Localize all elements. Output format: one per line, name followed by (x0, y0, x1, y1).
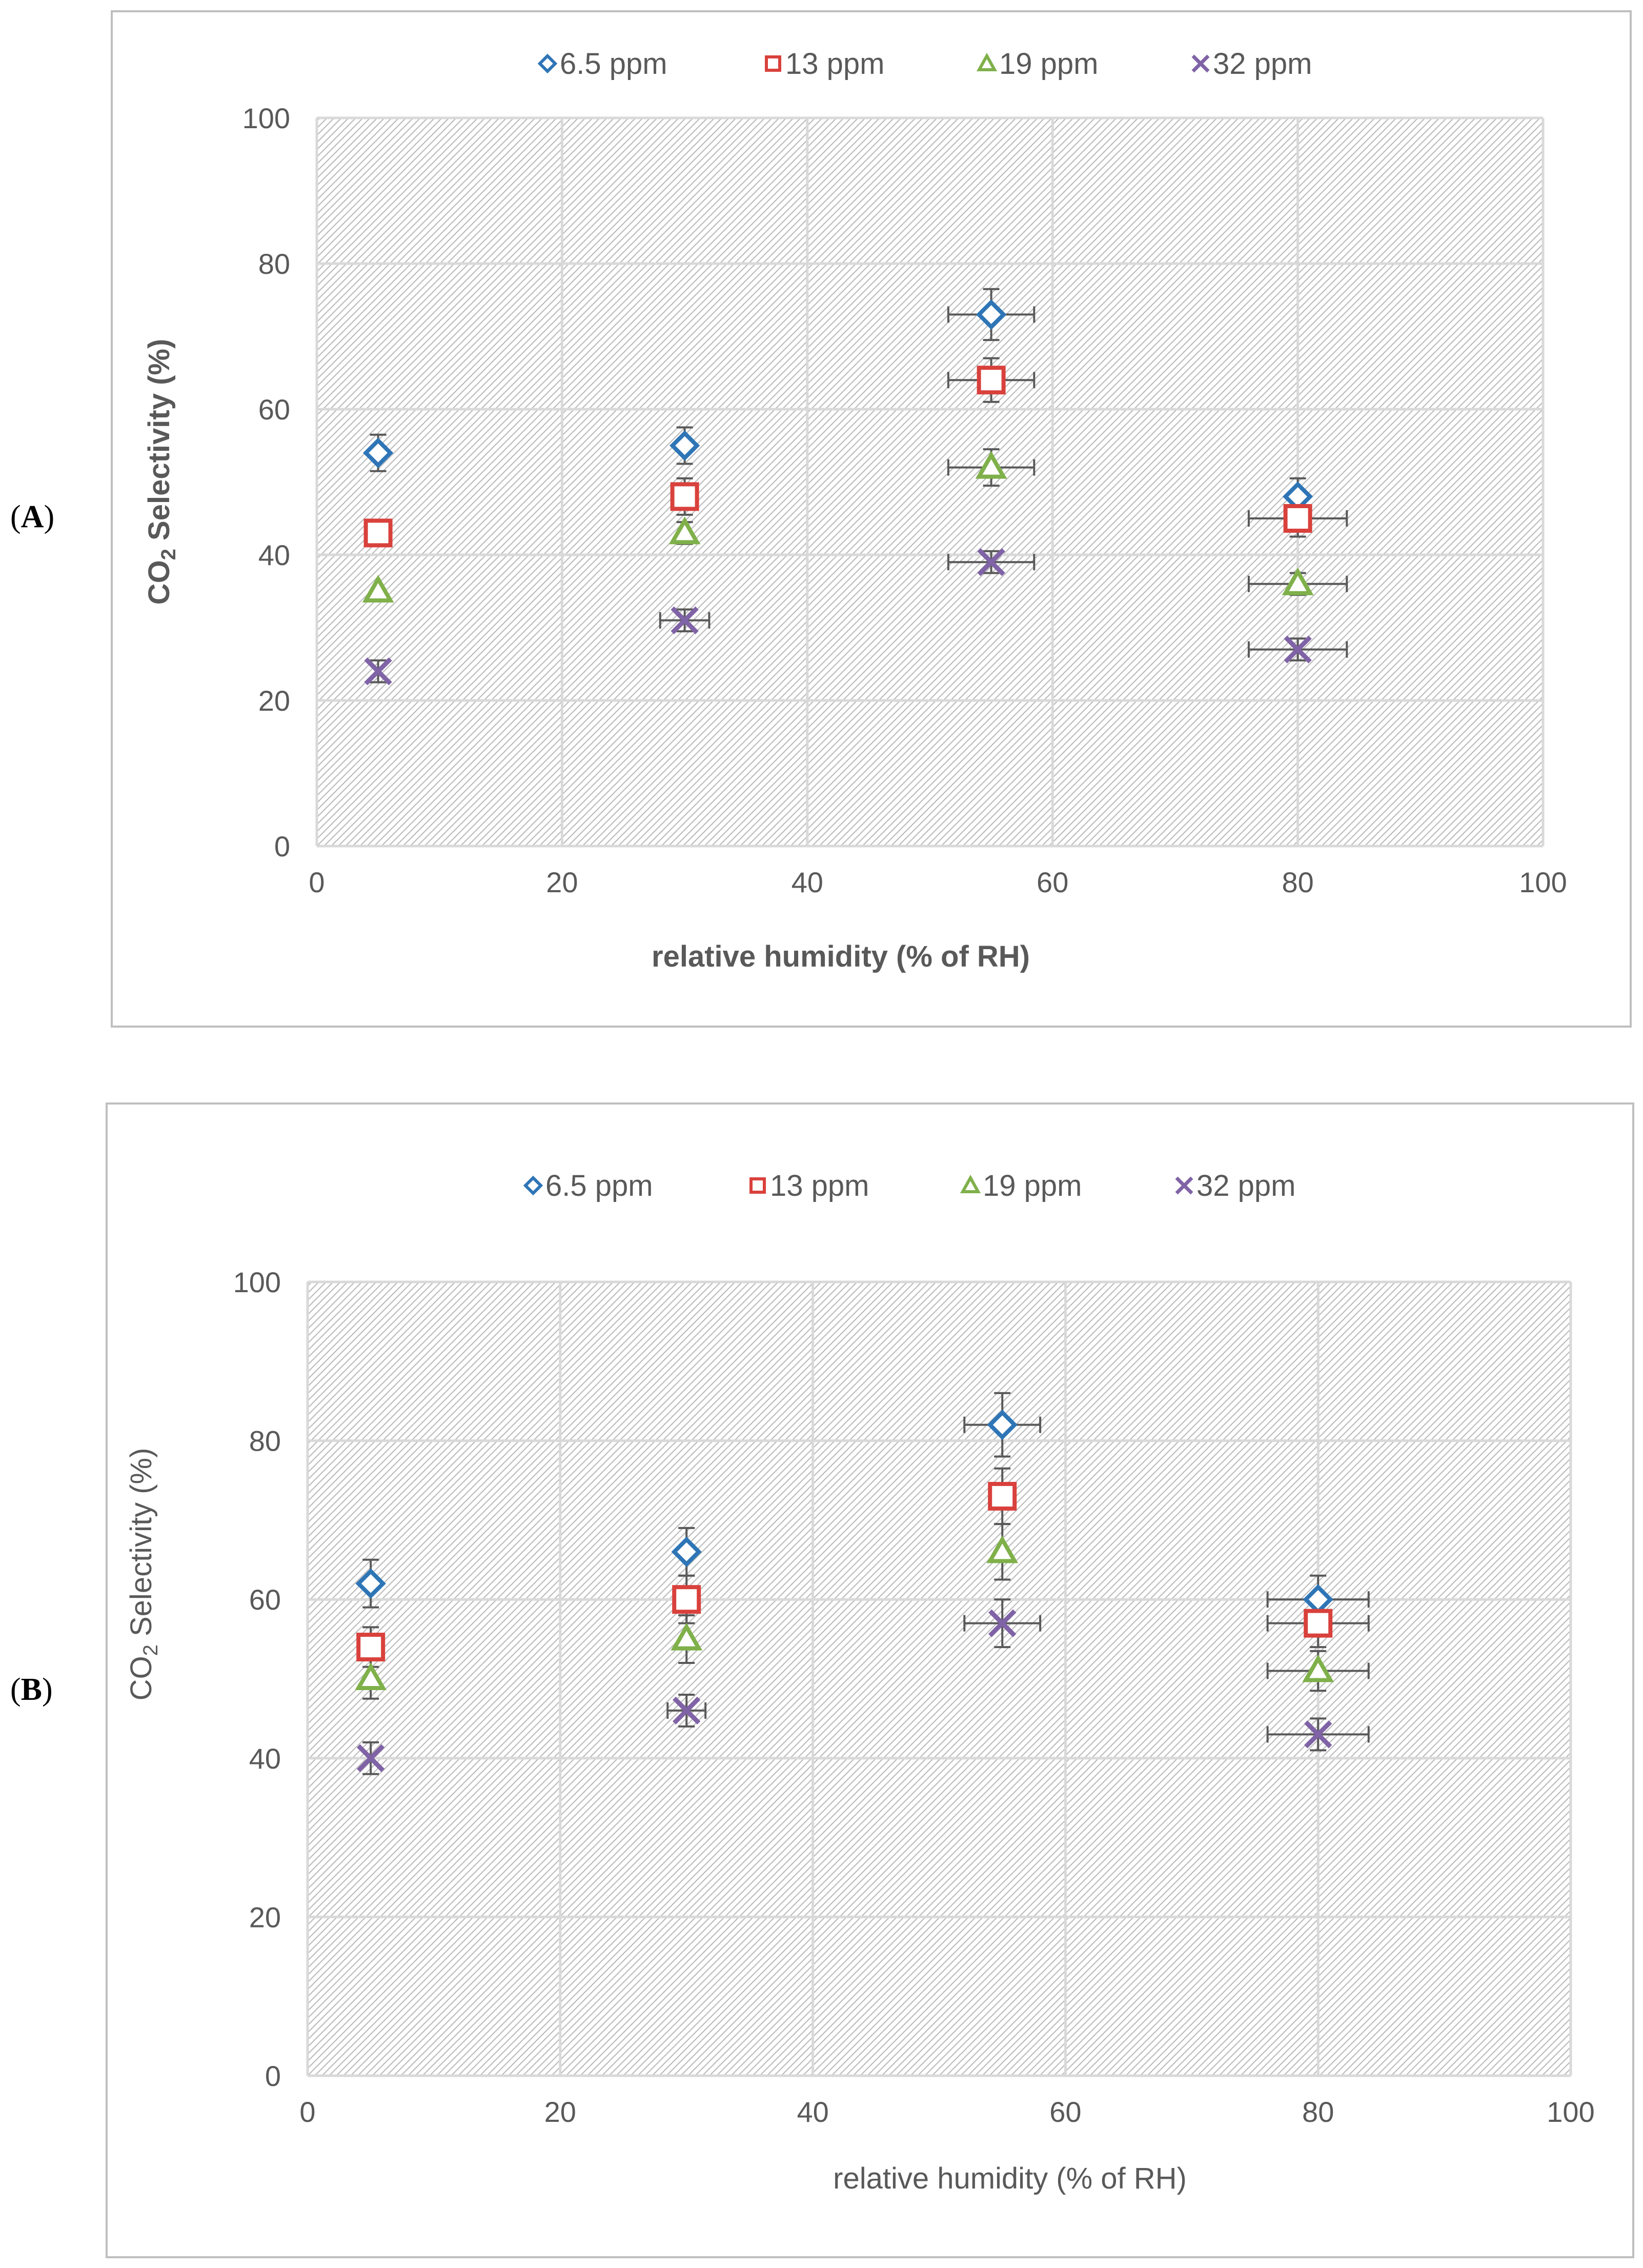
square-data-point: 13 ppm: 30, 48 (670, 482, 699, 511)
triangle-data-point: 19 ppm: 55, 66 (986, 1535, 1019, 1563)
y-tick-label: 60 (258, 393, 290, 426)
x-tick-label: 60 (1037, 866, 1068, 898)
x-axis-title: relative humidity (% of RH) (833, 2162, 1187, 2195)
legend-entry-label: 6.5 ppm (545, 1169, 653, 1202)
x-data-point: 32 ppm: 80, 43 (1304, 1720, 1332, 1749)
x-tick-label: 20 (544, 2096, 576, 2128)
triangle-legend-marker (960, 1174, 981, 1193)
diamond-data-point: 6.5 ppm: 5, 54 (362, 437, 394, 468)
square-data-point: 13 ppm: 55, 64 (977, 366, 1006, 395)
gridlines (315, 116, 1545, 848)
x-data-point: 32 ppm: 55, 39 (977, 548, 1005, 576)
diamond-data-point: 6.5 ppm: 55, 82 (987, 1409, 1018, 1440)
y-tick-label: 100 (242, 102, 290, 134)
x-data-point: 32 ppm: 55, 57 (988, 1609, 1017, 1637)
y-tick-label: 40 (258, 539, 290, 571)
square-data-point: 13 ppm: 5, 54 (356, 1633, 386, 1662)
gridlines (306, 1280, 1572, 2077)
x-axis-title: relative humidity (% of RH) (652, 940, 1030, 973)
plot-area (308, 1282, 1571, 2076)
square-data-point: 13 ppm: 80, 57 (1304, 1609, 1333, 1638)
diamond-legend-marker (537, 53, 558, 74)
x-tick-label: 40 (792, 866, 823, 898)
triangle-data-point: 19 ppm: 30, 55 (671, 1622, 703, 1651)
diamond-data-point: 6.5 ppm: 30, 55 (669, 430, 700, 461)
legend: 6.5 ppm 13 ppm 19 ppm 32 ppm (537, 47, 1312, 81)
square-data-point: 13 ppm: 55, 73 (988, 1481, 1017, 1511)
tick-labels: 0 20 40 60 80 100 0 20 40 60 80 100 (242, 102, 1567, 898)
triangle-data-point: 19 ppm: 5, 35 (362, 574, 394, 603)
x-tick-label: 100 (1519, 866, 1567, 898)
x-data-point: 32 ppm: 30, 31 (671, 606, 699, 634)
y-tick-label: 100 (233, 1266, 281, 1298)
data-markers: 6.5 ppm: 5, 54 6.5 ppm: 30, 55 6.5 ppm: 55… (362, 288, 1348, 686)
diamond-data-point: 6.5 ppm: 30, 66 (671, 1536, 702, 1567)
legend-entry-label: 19 ppm (983, 1169, 1082, 1202)
x-legend-marker (1191, 54, 1210, 73)
panel-label: (B) (10, 1672, 53, 1707)
diamond-legend-marker (523, 1175, 543, 1196)
legend-entry-label: 32 ppm (1213, 47, 1312, 81)
x-tick-label: 20 (546, 866, 578, 898)
y-tick-label: 60 (249, 1583, 281, 1616)
y-tick-label: 20 (249, 1901, 281, 1933)
y-tick-label: 20 (258, 685, 290, 717)
legend-entry-label: 32 ppm (1196, 1169, 1295, 1202)
data-markers: 6.5 ppm: 5, 62 6.5 ppm: 30, 66 6.5 ppm: 55… (355, 1392, 1370, 1775)
y-tick-label: 0 (274, 830, 290, 862)
square-data-point: 13 ppm: 80, 45 (1283, 504, 1312, 533)
x-data-point: 32 ppm: 30, 46 (673, 1696, 701, 1725)
y-axis-title: CO2 Selectivity (%) (125, 1448, 162, 1701)
x-legend-marker (1175, 1176, 1193, 1195)
legend-entry-label: 13 ppm (770, 1169, 869, 1202)
plot-area (317, 118, 1543, 846)
x-tick-label: 60 (1049, 2096, 1081, 2128)
y-tick-label: 40 (249, 1742, 281, 1775)
x-tick-label: 100 (1547, 2096, 1594, 2128)
legend-entry-label: 13 ppm (785, 47, 884, 81)
y-tick-label: 80 (249, 1425, 281, 1457)
tick-labels: 0 20 40 60 80 100 0 20 40 60 80 100 (233, 1266, 1595, 2128)
x-tick-label: 0 (299, 2096, 315, 2128)
triangle-data-point: 19 ppm: 80, 36 (1282, 567, 1314, 595)
triangle-data-point: 19 ppm: 80, 51 (1302, 1654, 1334, 1682)
x-data-point: 32 ppm: 5, 40 (357, 1744, 385, 1772)
square-data-point: 13 ppm: 30, 60 (672, 1585, 701, 1614)
chart-panel-b: (B) 6.5 ppm 13 ppm 19 ppm 32 ppm 0 20 40 60 80 1… (10, 1102, 1634, 2258)
x-tick-label: 80 (1282, 866, 1313, 898)
y-axis-title: CO2 Selectivity (%) (143, 339, 180, 605)
square-legend-marker (765, 55, 781, 72)
y-tick-label: 80 (258, 248, 290, 280)
x-data-point: 32 ppm: 80, 27 (1284, 635, 1312, 664)
triangle-data-point: 19 ppm: 5, 50 (355, 1662, 387, 1690)
x-tick-label: 80 (1302, 2096, 1334, 2128)
diamond-data-point: 6.5 ppm: 55, 73 (976, 299, 1007, 330)
x-tick-label: 40 (797, 2096, 828, 2128)
y-tick-label: 0 (265, 2060, 281, 2092)
chart-panel-a: (A) 6.5 ppm 13 ppm 19 ppm 32 ppm 0 20 40 60 80 1… (10, 10, 1632, 1028)
legend: 6.5 ppm 13 ppm 19 ppm 32 ppm (523, 1169, 1295, 1202)
legend-entry-label: 6.5 ppm (560, 47, 667, 81)
x-data-point: 32 ppm: 5, 24 (364, 657, 392, 686)
square-data-point: 13 ppm: 5, 43 (363, 518, 393, 548)
diamond-data-point: 6.5 ppm: 5, 62 (355, 1568, 386, 1599)
x-tick-label: 0 (309, 866, 324, 898)
square-legend-marker (749, 1177, 766, 1194)
triangle-legend-marker (976, 52, 998, 71)
legend-entry-label: 19 ppm (999, 47, 1098, 81)
triangle-data-point: 19 ppm: 30, 43 (668, 516, 701, 545)
triangle-data-point: 19 ppm: 55, 52 (975, 451, 1007, 479)
panel-label: (A) (10, 499, 54, 534)
